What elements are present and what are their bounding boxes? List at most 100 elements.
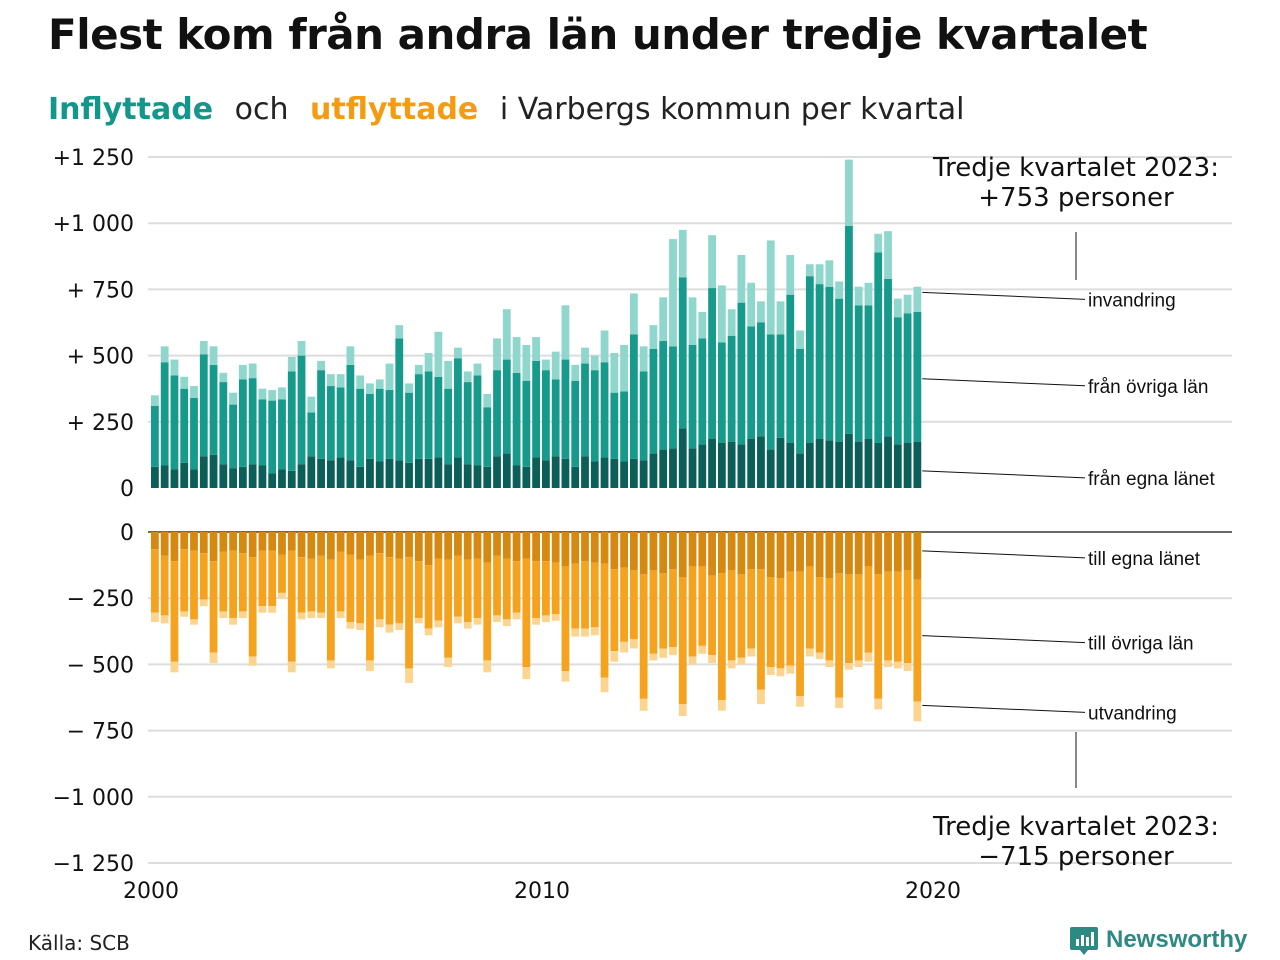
bar-out-other-32 <box>463 559 472 623</box>
bar-out-own-2 <box>170 532 179 562</box>
bar-out-other-49 <box>629 570 638 640</box>
series-label-out-other-leader <box>922 635 1086 644</box>
bar-out-emigration-59 <box>727 660 736 669</box>
bar-out-other-15 <box>297 557 306 613</box>
y-tick-label-lower-3: − 750 <box>67 720 134 745</box>
bar-in-own-43 <box>571 466 580 488</box>
bar-in-immigration-58 <box>717 285 726 343</box>
bar-out-other-11 <box>258 550 267 607</box>
bar-in-immigration-16 <box>307 396 316 413</box>
bar-in-other-51 <box>649 348 658 454</box>
bar-in-immigration-45 <box>590 355 599 371</box>
series-label-out-own: till egna länet <box>1088 549 1201 570</box>
bar-out-own-16 <box>307 532 316 559</box>
bar-in-own-29 <box>434 457 443 488</box>
chart-title: Flest kom från andra län under tredje kv… <box>48 10 1148 59</box>
bar-in-other-48 <box>620 391 628 462</box>
bar-out-other-9 <box>238 553 247 612</box>
bar-out-other-13 <box>278 554 286 593</box>
bar-out-emigration-55 <box>688 656 697 665</box>
bar-out-own-35 <box>493 532 501 556</box>
bar-in-own-57 <box>708 439 716 488</box>
bar-out-other-66 <box>796 571 804 697</box>
bar-out-emigration-50 <box>639 698 648 711</box>
bar-out-own-26 <box>405 532 413 558</box>
bar-out-emigration-63 <box>766 667 775 675</box>
bar-out-own-28 <box>424 532 433 566</box>
bar-in-other-34 <box>483 407 492 467</box>
bar-in-own-49 <box>629 458 638 488</box>
bar-in-own-68 <box>815 439 824 488</box>
y-tick-label-upper-5: +1 250 <box>53 146 134 171</box>
bar-in-immigration-24 <box>385 363 394 391</box>
bar-out-other-19 <box>336 551 345 612</box>
bar-in-own-21 <box>356 466 365 488</box>
bar-out-other-60 <box>737 574 746 658</box>
bar-in-own-69 <box>825 440 834 488</box>
bar-in-immigration-77 <box>903 294 912 314</box>
bar-in-immigration-17 <box>317 360 325 371</box>
newsworthy-logo-icon <box>1070 927 1098 955</box>
bar-out-emigration-42 <box>561 671 570 682</box>
bar-out-emigration-48 <box>620 641 628 653</box>
bar-in-immigration-56 <box>698 311 707 339</box>
bar-out-own-37 <box>512 532 521 562</box>
bar-in-own-31 <box>454 457 462 488</box>
bar-out-emigration-47 <box>610 651 619 662</box>
bar-out-own-56 <box>698 532 707 567</box>
bar-out-own-61 <box>747 532 756 570</box>
bar-out-emigration-41 <box>551 614 560 621</box>
bar-in-immigration-53 <box>669 239 677 347</box>
bar-out-own-17 <box>317 532 325 556</box>
bar-in-other-56 <box>698 338 707 445</box>
bar-in-other-3 <box>180 388 189 463</box>
bar-out-other-16 <box>307 558 316 612</box>
bar-in-immigration-62 <box>757 301 765 323</box>
bar-out-emigration-4 <box>190 619 198 625</box>
bar-out-own-29 <box>434 532 443 559</box>
bar-in-immigration-47 <box>610 352 619 393</box>
bar-out-emigration-57 <box>708 655 716 664</box>
bar-in-other-41 <box>551 379 560 457</box>
bar-in-immigration-34 <box>483 393 492 408</box>
bar-in-own-18 <box>326 460 335 488</box>
bar-out-other-5 <box>199 553 208 600</box>
bar-out-own-44 <box>581 532 589 562</box>
bar-out-other-44 <box>581 561 589 629</box>
bar-out-other-7 <box>219 551 228 612</box>
bar-in-own-34 <box>483 466 492 488</box>
bar-in-other-7 <box>219 382 228 465</box>
x-tick-label-1: 2010 <box>514 879 570 904</box>
bar-out-own-62 <box>757 532 765 570</box>
bar-out-other-55 <box>688 566 697 657</box>
bar-out-other-61 <box>747 569 756 649</box>
bar-in-immigration-69 <box>825 260 834 287</box>
bar-in-other-64 <box>776 334 785 438</box>
bar-out-own-33 <box>473 532 482 559</box>
bar-in-other-5 <box>199 354 208 457</box>
bar-in-immigration-43 <box>571 364 580 381</box>
bar-out-other-36 <box>502 558 511 620</box>
bar-out-other-75 <box>884 571 892 661</box>
bar-out-emigration-43 <box>571 628 580 637</box>
bar-in-own-53 <box>669 448 677 488</box>
bar-in-immigration-64 <box>776 301 785 335</box>
bar-in-other-43 <box>571 380 580 467</box>
bar-in-own-76 <box>893 444 902 488</box>
bar-in-own-30 <box>444 464 453 488</box>
bar-in-other-25 <box>395 338 404 461</box>
bar-out-own-69 <box>825 532 834 579</box>
bar-out-own-12 <box>268 532 277 551</box>
bar-in-other-37 <box>512 372 521 466</box>
bar-in-immigration-40 <box>542 359 550 371</box>
bar-out-other-50 <box>639 574 648 699</box>
bar-out-own-20 <box>346 532 355 555</box>
bar-in-own-66 <box>796 453 804 488</box>
bar-out-emigration-51 <box>649 653 658 661</box>
bar-in-other-8 <box>229 404 237 469</box>
bar-in-other-77 <box>903 313 912 443</box>
bar-in-other-24 <box>385 390 394 459</box>
bar-in-own-70 <box>835 441 844 488</box>
bar-out-emigration-24 <box>385 624 394 633</box>
bar-out-own-39 <box>532 532 541 562</box>
